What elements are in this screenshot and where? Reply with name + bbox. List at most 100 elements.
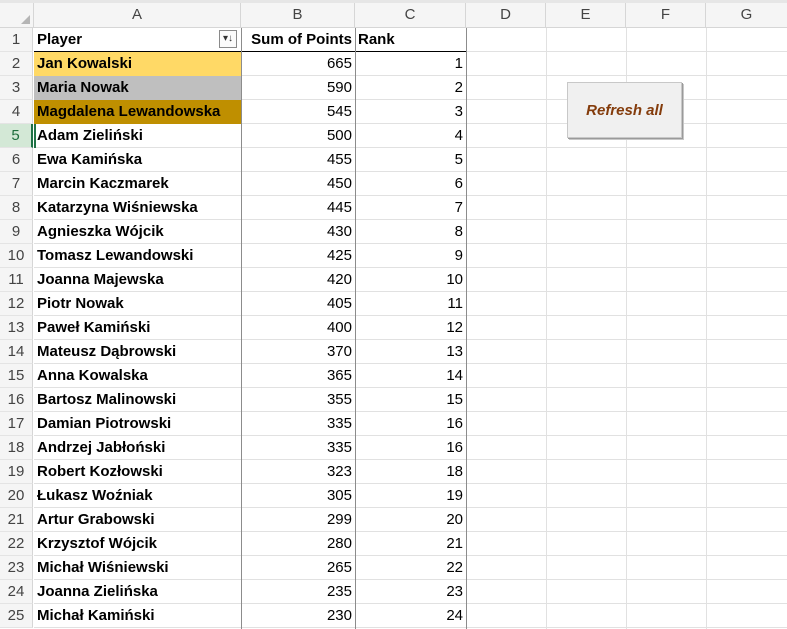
player-cell[interactable]: Katarzyna Wiśniewska	[37, 199, 198, 216]
row-header-6[interactable]: 6	[0, 148, 33, 172]
points-cell[interactable]: 405	[326, 295, 352, 312]
row-header-7[interactable]: 7	[0, 172, 33, 196]
player-cell[interactable]: Maria Nowak	[34, 76, 241, 100]
row-header-1[interactable]: 1	[0, 28, 33, 52]
points-cell[interactable]: 235	[326, 583, 352, 600]
player-cell[interactable]: Anna Kowalska	[37, 367, 148, 384]
rank-cell[interactable]: 3	[454, 103, 463, 120]
pivot-header-rank[interactable]: Rank	[355, 28, 466, 52]
player-cell[interactable]: Robert Kozłowski	[37, 463, 163, 480]
rank-cell[interactable]: 2	[454, 79, 463, 96]
rank-cell[interactable]: 16	[446, 439, 463, 456]
player-cell[interactable]: Marcin Kaczmarek	[37, 175, 169, 192]
player-cell[interactable]: Łukasz Woźniak	[37, 487, 153, 504]
rank-cell[interactable]: 8	[454, 223, 463, 240]
player-cell[interactable]: Agnieszka Wójcik	[37, 223, 164, 240]
rank-cell[interactable]: 19	[446, 487, 463, 504]
rank-cell[interactable]: 4	[454, 127, 463, 144]
player-cell[interactable]: Andrzej Jabłoński	[37, 439, 166, 456]
points-cell[interactable]: 500	[326, 127, 352, 144]
row-header-15[interactable]: 15	[0, 364, 33, 388]
rank-cell[interactable]: 14	[446, 367, 463, 384]
points-cell[interactable]: 455	[326, 151, 352, 168]
row-header-23[interactable]: 23	[0, 556, 33, 580]
player-cell[interactable]: Ewa Kamińska	[37, 151, 143, 168]
row-header-10[interactable]: 10	[0, 244, 33, 268]
column-header-f[interactable]: F	[626, 3, 706, 27]
row-header-19[interactable]: 19	[0, 460, 33, 484]
rank-cell[interactable]: 18	[446, 463, 463, 480]
player-cell[interactable]: Jan Kowalski	[34, 52, 241, 76]
player-cell[interactable]: Paweł Kamiński	[37, 319, 151, 336]
row-header-14[interactable]: 14	[0, 340, 33, 364]
rank-cell[interactable]: 11	[447, 295, 463, 312]
rank-cell[interactable]: 15	[446, 391, 463, 408]
points-cell[interactable]: 400	[326, 319, 352, 336]
player-cell[interactable]: Artur Grabowski	[37, 511, 155, 528]
points-cell[interactable]: 430	[326, 223, 352, 240]
rank-cell[interactable]: 13	[446, 343, 463, 360]
column-header-c[interactable]: C	[355, 3, 466, 27]
points-cell[interactable]: 420	[326, 271, 352, 288]
rank-cell[interactable]: 20	[446, 511, 463, 528]
points-cell[interactable]: 280	[326, 535, 352, 552]
points-cell[interactable]: 335	[326, 439, 352, 456]
points-cell[interactable]: 450	[326, 175, 352, 192]
column-header-d[interactable]: D	[466, 3, 546, 27]
player-cell[interactable]: Joanna Zielińska	[37, 583, 158, 600]
row-header-16[interactable]: 16	[0, 388, 33, 412]
refresh-all-button[interactable]: Refresh all	[567, 82, 682, 138]
rank-cell[interactable]: 7	[454, 199, 463, 216]
select-all-corner[interactable]	[0, 3, 34, 27]
rank-cell[interactable]: 16	[446, 415, 463, 432]
row-header-4[interactable]: 4	[0, 100, 33, 124]
player-cell[interactable]: Damian Piotrowski	[37, 415, 172, 432]
player-cell[interactable]: Mateusz Dąbrowski	[37, 343, 177, 360]
player-cell[interactable]: Adam Zieliński	[37, 127, 143, 144]
points-cell[interactable]: 305	[326, 487, 352, 504]
row-header-25[interactable]: 25	[0, 604, 33, 628]
column-header-b[interactable]: B	[241, 3, 355, 27]
points-cell[interactable]: 425	[326, 247, 352, 264]
points-cell[interactable]: 590	[326, 79, 352, 96]
points-cell[interactable]: 545	[326, 103, 352, 120]
column-header-g[interactable]: G	[740, 6, 753, 23]
points-cell[interactable]: 230	[326, 607, 352, 624]
row-header-24[interactable]: 24	[0, 580, 33, 604]
points-cell[interactable]: 665	[326, 55, 352, 72]
rank-cell[interactable]: 6	[454, 175, 463, 192]
row-header-3[interactable]: 3	[0, 76, 33, 100]
rank-cell[interactable]: 5	[454, 151, 463, 168]
rank-cell[interactable]: 12	[446, 319, 463, 336]
rank-cell[interactable]: 10	[446, 271, 463, 288]
player-filter-dropdown[interactable]: ▾↓	[219, 30, 237, 48]
rank-cell[interactable]: 23	[446, 583, 463, 600]
player-cell[interactable]: Tomasz Lewandowski	[37, 247, 194, 264]
points-cell[interactable]: 335	[326, 415, 352, 432]
player-cell[interactable]: Piotr Nowak	[37, 295, 124, 312]
points-cell[interactable]: 323	[326, 463, 352, 480]
rank-cell[interactable]: 21	[446, 535, 463, 552]
row-header-18[interactable]: 18	[0, 436, 33, 460]
row-header-9[interactable]: 9	[0, 220, 33, 244]
column-header-a[interactable]: A	[34, 3, 241, 27]
player-cell[interactable]: Bartosz Malinowski	[37, 391, 177, 408]
rank-cell[interactable]: 22	[446, 559, 463, 576]
player-cell[interactable]: Magdalena Lewandowska	[34, 100, 241, 124]
row-header-17[interactable]: 17	[0, 412, 33, 436]
player-cell[interactable]: Joanna Majewska	[37, 271, 164, 288]
points-cell[interactable]: 365	[326, 367, 352, 384]
row-header-20[interactable]: 20	[0, 484, 33, 508]
row-header-13[interactable]: 13	[0, 316, 33, 340]
pivot-header-player[interactable]: Player	[34, 28, 241, 52]
player-cell[interactable]: Michał Wiśniewski	[37, 559, 169, 576]
pivot-header-points[interactable]: Sum of Points	[241, 28, 355, 52]
rank-cell[interactable]: 1	[454, 55, 463, 72]
row-header-2[interactable]: 2	[0, 52, 33, 76]
rank-cell[interactable]: 9	[454, 247, 463, 264]
column-header-e[interactable]: E	[546, 3, 626, 27]
row-header-8[interactable]: 8	[0, 196, 33, 220]
points-cell[interactable]: 299	[326, 511, 352, 528]
row-header-21[interactable]: 21	[0, 508, 33, 532]
player-cell[interactable]: Krzysztof Wójcik	[37, 535, 158, 552]
